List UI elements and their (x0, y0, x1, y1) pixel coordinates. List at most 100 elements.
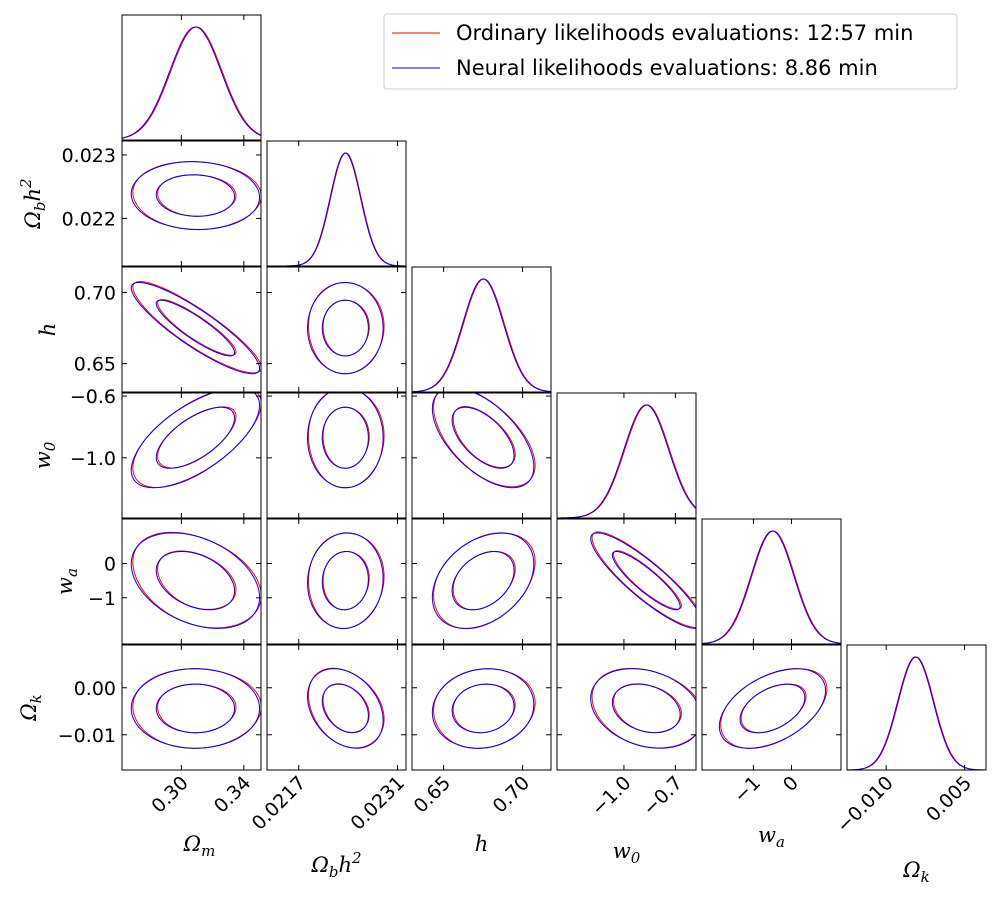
y-tick-label-Ok: −0.01 (58, 725, 116, 747)
contour-68pct-neural (321, 550, 369, 611)
x-tick-label-Om: 0.34 (210, 772, 255, 817)
x-axis-label-w0: w0 (613, 839, 641, 867)
panel-Ok-Om (121, 644, 262, 771)
y-axis-label-wa: wa (53, 568, 81, 595)
contour-68pct-neural (321, 406, 369, 469)
panel-Obh2-Obh2 (266, 140, 407, 267)
panel-h-h (411, 266, 552, 393)
panel-Om-Om (121, 14, 262, 141)
panel-Ok-h (411, 644, 552, 771)
x-tick-label-h: 0.70 (489, 772, 534, 817)
panel-frame (121, 644, 262, 771)
contour-95pct-ordinary (308, 667, 385, 749)
panel-frame (266, 140, 407, 267)
contour-68pct-ordinary (157, 299, 237, 356)
x-tick-label-Obh2: 0.0217 (248, 772, 311, 835)
contour-95pct-neural (431, 668, 535, 749)
marginal-curve-h-ordinary (412, 278, 551, 392)
panel-frame (121, 266, 262, 393)
contour-95pct-neural (590, 532, 696, 629)
panel-w0-Om (121, 392, 262, 519)
panel-wa-Om (121, 518, 262, 645)
panel-frame (121, 392, 262, 519)
y-tick-label-h: 0.70 (74, 283, 116, 305)
panel-wa-wa (701, 518, 842, 645)
x-axis-label-Obh2: Ωbh2 (310, 849, 361, 881)
panel-wa-w0 (556, 518, 697, 645)
panel-frame (556, 392, 697, 519)
panel-frame (266, 266, 407, 393)
x-axis-label-Om: Ωm (183, 832, 216, 860)
y-tick-label-Ok: 0.00 (74, 678, 116, 700)
x-axis-label-wa: wa (758, 823, 785, 851)
panel-frame (266, 644, 407, 771)
panel-frame (121, 518, 262, 645)
marginal-curve-wa-ordinary (702, 530, 841, 644)
contour-68pct-ordinary (322, 683, 370, 733)
panel-w0-h (411, 392, 552, 519)
y-tick-label-w0: −0.6 (70, 386, 116, 408)
contour-95pct-neural (307, 281, 384, 375)
panels (121, 14, 987, 771)
x-tick-label-Obh2: 0.0231 (347, 772, 410, 835)
contour-68pct-ordinary (157, 550, 237, 610)
contour-95pct-ordinary (433, 532, 536, 630)
x-axis-label-Ok: Ωk (902, 858, 930, 886)
contour-95pct-neural (718, 668, 827, 749)
y-tick-label-wa: −1 (88, 588, 116, 610)
x-tick-label-wa: −1 (730, 772, 765, 807)
panel-Ok-Obh2 (266, 644, 407, 771)
panel-w0-Obh2 (266, 392, 407, 519)
y-tick-label-Obh2: 0.022 (62, 208, 116, 230)
panel-frame (411, 644, 552, 771)
panel-frame (701, 644, 842, 771)
contour-68pct-ordinary (613, 683, 682, 733)
contour-68pct-ordinary (613, 550, 682, 610)
panel-h-Obh2 (266, 266, 407, 393)
contour-95pct-ordinary (591, 667, 696, 749)
panel-Ok-wa (701, 644, 842, 771)
x-tick-label-w0: −1.0 (587, 772, 635, 820)
panel-frame (266, 392, 407, 519)
contour-68pct-neural (451, 550, 515, 611)
contour-68pct-ordinary (740, 683, 807, 734)
contour-95pct-neural (130, 281, 261, 375)
contour-95pct-ordinary (132, 531, 261, 629)
y-tick-label-wa: 0 (104, 554, 116, 576)
marginal-curve-Obh2-neural (267, 152, 406, 266)
y-axis-label-h: h (36, 323, 60, 337)
contour-95pct-ordinary (720, 668, 828, 749)
x-tick-label-Ok: 0.005 (922, 772, 976, 826)
panel-wa-Obh2 (266, 518, 407, 645)
contour-95pct-neural (130, 393, 261, 489)
x-tick-label-w0: −0.7 (639, 772, 687, 820)
panel-frame (701, 518, 842, 645)
panel-Ok-Ok (846, 644, 987, 771)
contour-68pct-ordinary (452, 405, 516, 468)
panel-h-Om (121, 266, 262, 393)
contour-95pct-neural (130, 161, 261, 231)
marginal-curve-Ok-neural (847, 656, 986, 770)
contour-95pct-neural (431, 393, 535, 489)
contour-95pct-neural (130, 532, 261, 629)
contour-68pct-neural (155, 550, 236, 611)
contour-95pct-ordinary (433, 393, 536, 488)
x-tick-label-wa: 0 (779, 772, 803, 796)
x-tick-label-Ok: −0.010 (832, 772, 897, 837)
y-tick-label-w0: −1.0 (70, 448, 116, 470)
panel-Obh2-Om (121, 140, 262, 267)
contour-95pct-ordinary (591, 531, 696, 629)
panel-frame (846, 644, 987, 771)
y-axis-label-Obh2: Ωbh2 (17, 178, 49, 229)
contour-95pct-ordinary (132, 393, 261, 488)
marginal-curve-Om-neural (122, 26, 261, 139)
panel-frame (556, 518, 697, 645)
marginal-curve-wa-neural (702, 530, 841, 644)
contour-95pct-neural (307, 393, 384, 489)
contour-68pct-neural (739, 683, 806, 734)
contour-68pct-neural (155, 406, 236, 469)
contour-95pct-neural (307, 668, 384, 749)
panel-frame (556, 644, 697, 771)
legend-label-ordinary: Ordinary likelihoods evaluations: 12:57 … (456, 21, 913, 45)
